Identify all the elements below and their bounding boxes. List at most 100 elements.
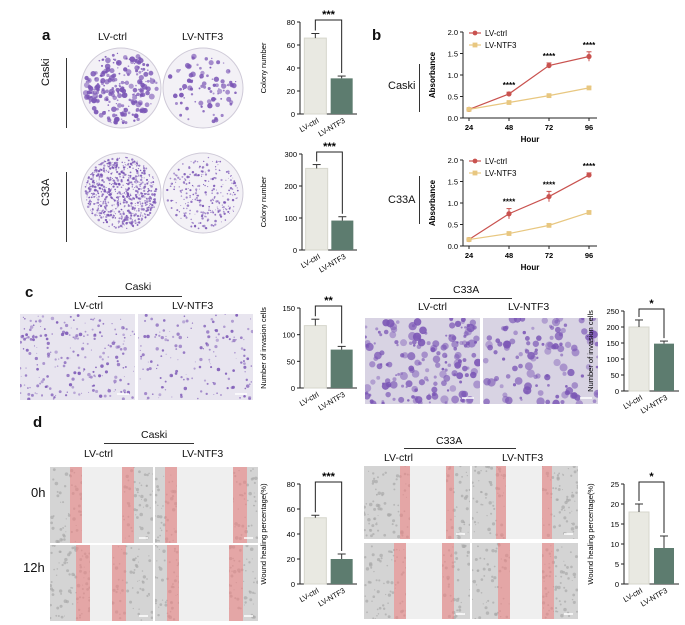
texture-dot <box>572 495 575 497</box>
texture-dot <box>249 590 252 594</box>
colony <box>194 160 197 163</box>
colony <box>113 226 115 228</box>
colony <box>107 158 110 162</box>
colony <box>126 209 129 212</box>
cell <box>499 384 504 389</box>
colony <box>136 214 140 218</box>
colony <box>234 184 237 187</box>
colony <box>204 226 208 230</box>
texture-dot <box>160 521 163 524</box>
texture-dot <box>364 513 366 516</box>
legend-label: LV-ctrl <box>485 29 507 38</box>
cell <box>483 398 490 404</box>
cell <box>416 344 422 350</box>
colony <box>129 177 132 179</box>
texture-dot <box>138 579 140 581</box>
cell <box>70 327 72 329</box>
colony <box>119 192 122 195</box>
colony <box>175 181 177 183</box>
texture-dot <box>152 473 153 475</box>
colony <box>146 198 148 200</box>
colony <box>190 71 196 78</box>
texture-dot <box>454 515 456 517</box>
texture-dot <box>469 589 470 591</box>
texture-dot <box>249 598 253 602</box>
panel-label-b: b <box>372 27 382 44</box>
colony <box>107 104 110 106</box>
texture-dot <box>62 501 65 504</box>
texture-dot <box>162 523 166 527</box>
cell <box>381 399 385 403</box>
cell <box>22 316 25 318</box>
texture-dot <box>556 610 559 613</box>
texture-dot <box>561 505 565 509</box>
colony <box>108 165 110 168</box>
colony <box>138 70 142 74</box>
colony <box>210 96 216 102</box>
texture-dot <box>458 526 462 531</box>
colony <box>103 68 109 74</box>
cell <box>225 335 229 339</box>
cell <box>243 338 245 341</box>
cell <box>66 356 69 360</box>
texture-dot <box>244 601 247 604</box>
colony <box>190 161 192 163</box>
texture-dot <box>559 581 562 585</box>
colony <box>192 193 195 196</box>
legend-marker <box>472 158 478 164</box>
colony <box>202 183 205 186</box>
cell <box>537 390 544 396</box>
colony <box>125 200 128 204</box>
row-bracket <box>419 176 420 224</box>
colony <box>208 60 214 66</box>
colony <box>228 207 231 210</box>
colony <box>96 87 100 92</box>
cell <box>493 376 500 382</box>
cell <box>524 336 530 341</box>
colony <box>181 176 184 178</box>
cell <box>141 353 145 357</box>
cell <box>58 390 62 394</box>
texture-dot <box>70 586 73 589</box>
colony <box>222 206 225 209</box>
colony <box>103 210 106 213</box>
significance-mark: ** <box>324 295 333 307</box>
colony <box>113 181 116 185</box>
group-line <box>104 443 194 444</box>
cell <box>130 334 132 336</box>
texture-dot <box>554 588 557 591</box>
colony <box>203 85 207 89</box>
colony <box>127 177 130 179</box>
colony <box>148 181 150 183</box>
colony <box>204 184 206 187</box>
texture-dot <box>551 476 555 479</box>
colony <box>91 192 93 194</box>
cell <box>63 361 67 365</box>
colony <box>106 171 108 173</box>
colony <box>223 212 226 215</box>
colony <box>130 181 133 184</box>
y-axis-label: Colony number <box>259 176 268 227</box>
cell <box>198 365 202 369</box>
y-tick-label: 10 <box>611 540 619 549</box>
texture-dot <box>467 531 469 533</box>
x-tick-label: 24 <box>465 123 474 132</box>
colony <box>145 209 148 213</box>
colony <box>121 213 123 215</box>
texture-dot <box>572 538 575 539</box>
cell <box>413 318 422 326</box>
cell <box>132 370 134 372</box>
colony <box>133 221 135 223</box>
wound-image-c33a-ntf3-12h <box>472 543 578 619</box>
texture-dot <box>374 589 376 591</box>
y-tick-label: 0.5 <box>448 93 458 102</box>
cell <box>554 326 561 333</box>
texture-dot <box>458 480 462 484</box>
colony <box>227 205 229 207</box>
colony <box>227 170 230 173</box>
colony <box>210 224 213 227</box>
colony <box>96 190 99 193</box>
cell <box>73 391 76 395</box>
texture-dot <box>373 570 375 573</box>
cell <box>92 370 95 373</box>
